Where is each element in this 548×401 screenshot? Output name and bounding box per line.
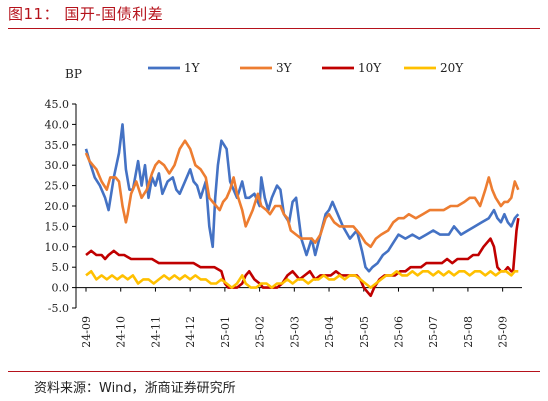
- series-line-3y: [84, 139, 520, 249]
- series-line-1y: [84, 123, 520, 273]
- title-underline: [8, 28, 540, 29]
- series-lines: [84, 123, 520, 298]
- y-tick-label: 10.0: [45, 241, 70, 254]
- series-line-10y: [85, 218, 520, 298]
- x-tick-label: 24-10: [115, 316, 128, 348]
- y-tick-label: 15.0: [45, 220, 70, 233]
- x-tick-label: 25-09: [497, 316, 510, 348]
- legend-label-10y: 10Y: [358, 61, 382, 75]
- y-tick-label: 35.0: [45, 139, 70, 152]
- x-tick-label: 25-05: [358, 316, 371, 348]
- source-note: 资料来源：Wind，浙商证券研究所: [34, 381, 236, 396]
- x-axis: 24-09 24-10 24-11 24-12 25-01 25-02 25-03 25-04…: [76, 287, 522, 348]
- y-tick-label: 5.0: [52, 261, 70, 274]
- y-tick-label: -5.0: [48, 302, 69, 315]
- x-tick-label: 24-09: [80, 316, 93, 348]
- x-tick-label: 24-11: [149, 316, 162, 348]
- x-tick-label: 25-07: [427, 316, 440, 348]
- x-tick-label: 25-08: [462, 316, 475, 348]
- y-axis: -5.0 0.0 5.0 10.0 15.0 20.0 25.0 30.0 35.0 40.0 45…: [45, 98, 77, 315]
- y-tick-label: 0.0: [52, 282, 70, 295]
- x-tick-label: 24-12: [184, 316, 197, 348]
- x-tick-label: 25-02: [254, 316, 267, 348]
- y-axis-unit-label: BP: [65, 67, 82, 81]
- y-tick-label: 20.0: [45, 200, 70, 213]
- y-tick-label: 30.0: [45, 159, 70, 172]
- legend-label-20y: 20Y: [440, 61, 464, 75]
- legend-label-3y: 3Y: [276, 61, 293, 75]
- legend: 1Y 3Y 10Y 20Y: [148, 61, 464, 75]
- y-tick-label: 45.0: [45, 98, 70, 111]
- legend-label-1y: 1Y: [184, 61, 201, 75]
- y-tick-label: 40.0: [45, 118, 70, 131]
- source-rule: [8, 371, 540, 372]
- series-line-20y: [85, 270, 519, 289]
- x-tick-label: 25-06: [392, 316, 405, 348]
- x-tick-label: 25-04: [323, 316, 336, 348]
- x-tick-label: 25-03: [288, 316, 301, 348]
- figure-title: 图11： 国开-国债利差: [8, 5, 164, 23]
- x-tick-label: 25-01: [219, 316, 232, 348]
- y-tick-label: 25.0: [45, 180, 70, 193]
